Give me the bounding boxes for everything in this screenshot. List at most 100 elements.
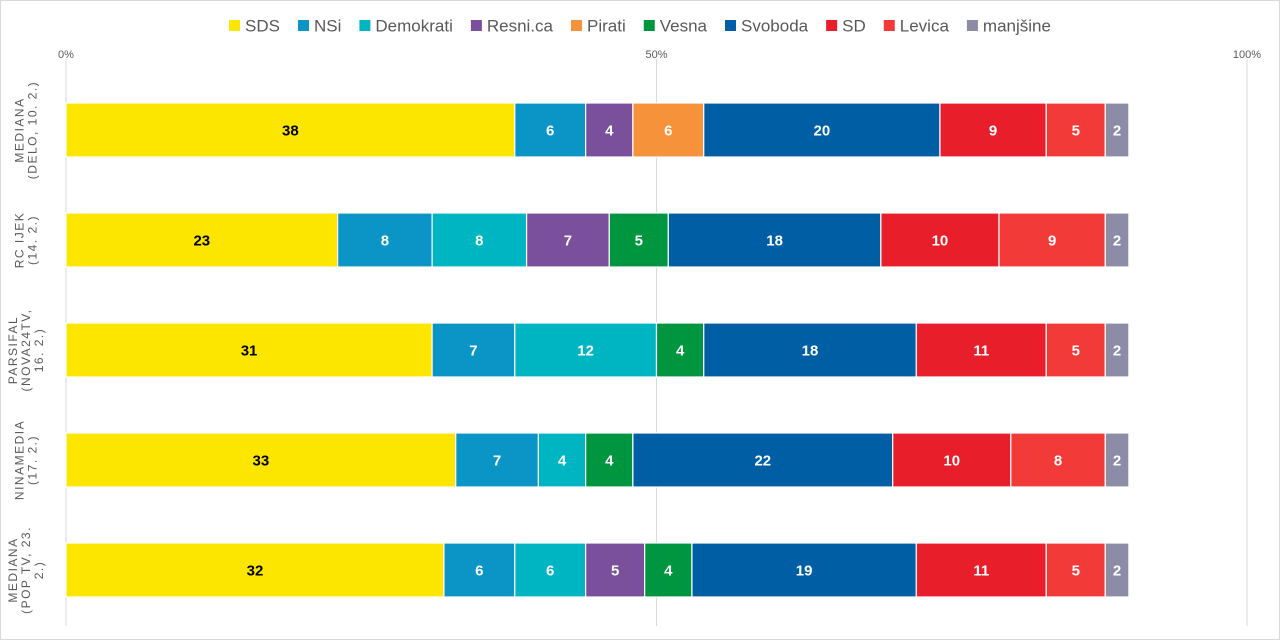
legend-manj-ine-swatch <box>966 20 978 31</box>
data-label: 18 <box>802 343 819 360</box>
data-label: 9 <box>989 123 997 140</box>
bar-sds-segment <box>65 212 339 268</box>
data-label: 18 <box>766 233 783 250</box>
x-tick-label: 50% <box>645 49 667 61</box>
legend-sd-label: SD <box>842 17 866 36</box>
x-axis-ticks: 0% 50% 100% <box>58 49 1261 61</box>
bar-nsi-segment <box>337 212 433 268</box>
data-label: 7 <box>469 343 477 360</box>
bar-sd-segment <box>915 322 1047 378</box>
data-label: 4 <box>558 453 567 470</box>
category-label-line: (POP TV, 23. <box>19 526 33 614</box>
bar-manj-ine-segment <box>1104 102 1130 158</box>
legend-vesna-label: Vesna <box>660 17 708 36</box>
bar-nsi-segment <box>514 102 587 158</box>
category-label-line: (17. 2.) <box>26 435 40 485</box>
category-label-line: PARSIFAL <box>6 316 20 384</box>
data-label: 8 <box>475 233 483 250</box>
category-label-line: MEDIANA <box>13 97 27 162</box>
legend-svoboda-label: Svoboda <box>741 17 809 36</box>
data-label: 20 <box>813 123 830 140</box>
data-label: 8 <box>1054 453 1062 470</box>
legend-sd-swatch <box>826 20 838 31</box>
bar-levica-segment <box>1045 322 1106 378</box>
bar-svoboda-segment <box>691 542 917 598</box>
data-label: 38 <box>282 123 299 140</box>
legend-sds-label: SDS <box>245 17 280 36</box>
data-label: 31 <box>241 343 258 360</box>
data-label: 6 <box>475 563 483 580</box>
data-label: 5 <box>611 563 619 580</box>
data-label: 2 <box>1113 343 1121 360</box>
bar-demokrati-segment <box>514 322 658 378</box>
data-label: 2 <box>1113 123 1121 140</box>
data-label: 2 <box>1113 233 1121 250</box>
legend-svoboda-swatch <box>725 20 737 31</box>
data-label: 5 <box>635 233 643 250</box>
legend-pirati-label: Pirati <box>587 17 626 36</box>
category-label: NINAMEDIA (17. 2.) <box>13 420 40 500</box>
bar-sd-segment <box>939 102 1047 158</box>
bar-sds-segment <box>65 432 457 488</box>
data-label: 4 <box>605 123 614 140</box>
data-label: 19 <box>796 563 813 580</box>
bar-svoboda-segment <box>667 212 882 268</box>
data-label: 22 <box>754 453 771 470</box>
x-tick-label: 100% <box>1233 49 1261 61</box>
legend-manj-ine-label: manjšine <box>983 17 1051 36</box>
data-label: 6 <box>546 563 554 580</box>
bar-vesna-segment <box>585 432 634 488</box>
legend-vesna-swatch <box>643 20 655 31</box>
category-label-line: RC IJEK <box>13 212 27 269</box>
category-label-line: NINAMEDIA <box>13 420 27 500</box>
legend: SDS NSi Demokrati Resni.ca Pirati Vesna Svobod… <box>229 17 1051 36</box>
data-label: 8 <box>381 233 389 250</box>
data-label: 11 <box>973 563 989 580</box>
bar-resni-ca-segment <box>585 102 634 158</box>
bar-sds-segment <box>65 542 445 598</box>
bar-resni-ca-segment <box>585 542 646 598</box>
x-tick-label: 0% <box>58 49 74 61</box>
category-label-line: (14. 2.) <box>26 215 40 265</box>
bar-manj-ine-segment <box>1104 322 1130 378</box>
category-label: MEDIANA (POP TV, 23. 2.) <box>6 526 46 614</box>
legend-levica-label: Levica <box>900 17 950 36</box>
bar-vesna-segment <box>608 212 669 268</box>
data-label: 2 <box>1113 563 1121 580</box>
data-label: 10 <box>932 233 949 250</box>
bar-vesna-segment <box>655 322 705 378</box>
legend-resni-ca-swatch <box>470 20 482 31</box>
bar-manj-ine-segment <box>1104 212 1130 268</box>
data-label: 4 <box>664 563 673 580</box>
bar-svoboda-segment <box>632 432 894 488</box>
data-label: 5 <box>1072 563 1080 580</box>
y-axis-categories: MEDIANA (DELO, 10. 2.)RC IJEK (14. 2.)PARS… <box>6 81 46 614</box>
bar-manj-ine-segment <box>1104 542 1130 598</box>
data-label: 10 <box>943 453 960 470</box>
bars: 38 6 4 6 20 9 5 2 23 8 8 7 5 18 10 9 2 31 7 12 4 18 11 5 2 33 7 4 4 2… <box>65 102 1130 598</box>
data-label: 4 <box>676 343 685 360</box>
bar-sds-segment <box>65 102 516 158</box>
data-label: 23 <box>193 233 210 250</box>
legend-levica-swatch <box>883 20 895 31</box>
data-label: 5 <box>1072 123 1080 140</box>
data-label: 12 <box>577 343 594 360</box>
bar-svoboda-segment <box>703 102 941 158</box>
legend-resni-ca-label: Resni.ca <box>487 17 554 36</box>
data-label: 32 <box>247 563 264 580</box>
category-label-line: MEDIANA <box>6 537 20 602</box>
legend-sds-swatch <box>229 20 241 31</box>
data-label: 6 <box>664 123 672 140</box>
category-label-line: 2.) <box>32 561 46 580</box>
bar-demokrati-segment <box>431 212 528 268</box>
bar-resni-ca-segment <box>525 212 610 268</box>
legend-demokrati-label: Demokrati <box>375 17 452 36</box>
bar-sds-segment <box>65 322 433 378</box>
category-label-line: (DELO, 10. 2.) <box>26 81 40 179</box>
data-label: 7 <box>564 233 572 250</box>
bar-pirati-segment <box>632 102 705 158</box>
category-label: MEDIANA (DELO, 10. 2.) <box>13 81 40 179</box>
data-label: 6 <box>546 123 554 140</box>
